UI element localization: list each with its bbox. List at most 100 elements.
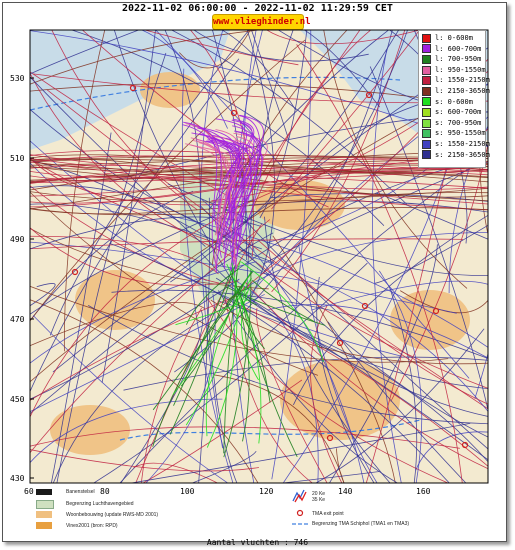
flight-track — [244, 281, 488, 470]
legend-label: l: 2150-3650m — [435, 86, 490, 95]
flight-track — [30, 185, 220, 284]
flight-track — [120, 309, 204, 483]
flight-track — [241, 285, 259, 381]
flight-track — [251, 279, 315, 322]
flight-track — [30, 398, 223, 464]
map-legend: Banenstelsel Begrenzing Luchthavengebied… — [30, 486, 490, 536]
legend-label: l: 950-1550m — [435, 65, 486, 74]
flight-track — [30, 140, 207, 282]
tma-exit-label: TMA exit point — [312, 511, 344, 517]
airport-area-swatch — [36, 500, 54, 509]
flight-track — [30, 30, 263, 85]
flight-track — [259, 30, 308, 219]
flight-track — [237, 252, 488, 413]
flight-track — [169, 265, 236, 435]
flight-track — [223, 142, 258, 262]
flight-track — [173, 268, 233, 406]
legend-label: s: 950-1550m — [435, 129, 486, 138]
flight-track — [185, 123, 223, 273]
flight-track — [142, 379, 303, 483]
flight-track — [30, 283, 56, 307]
tma-border — [119, 419, 421, 441]
flight-track — [179, 30, 251, 69]
flight-track — [234, 290, 250, 442]
legend-swatch — [422, 76, 431, 86]
legend-item: l: 600-700m — [422, 44, 483, 55]
runway-label: Banenstelsel — [66, 489, 95, 495]
legend-label: s: 1550-2150m — [435, 139, 490, 148]
y-tick-label: 490 — [10, 235, 25, 244]
flight-track — [174, 30, 393, 373]
flight-track — [271, 30, 420, 210]
flight-track — [52, 303, 231, 483]
flight-track — [268, 304, 488, 359]
legend-swatch — [422, 65, 431, 75]
flight-track — [30, 235, 219, 275]
flight-track — [172, 277, 252, 395]
flight-track — [311, 280, 488, 311]
flight-track — [111, 289, 488, 359]
flight-track — [279, 471, 380, 483]
flight-track — [30, 299, 259, 483]
flight-track — [200, 30, 224, 449]
y-tick-label: 430 — [10, 474, 25, 483]
flight-track — [328, 244, 438, 483]
flight-track — [207, 139, 240, 220]
tma-exit-point — [326, 434, 334, 442]
flight-track — [30, 227, 239, 286]
legend-swatch — [422, 86, 431, 96]
flight-track — [327, 321, 467, 483]
tma-exit-point — [361, 302, 369, 310]
legend-swatch — [422, 139, 431, 149]
tma-exit-point — [365, 91, 373, 99]
legend-item: s: 600-700m — [422, 107, 483, 118]
legend-item: s: 2150-3650m — [422, 150, 490, 161]
x-tick-label: 160 — [416, 487, 431, 496]
y-tick-label: 530 — [10, 74, 25, 83]
flight-track — [293, 214, 488, 406]
legend-item: l: 1550-2150m — [422, 75, 490, 86]
time-range-title: 2022-11-02 06:00:00 - 2022-11-02 11:29:5… — [122, 3, 393, 14]
legend-item: s: 0-600m — [422, 97, 483, 108]
flight-track — [193, 30, 369, 62]
flight-track — [30, 449, 259, 472]
frame-border — [2, 2, 507, 542]
ke-35-label: 35 Ke — [312, 497, 326, 503]
x-tick-label: 120 — [259, 487, 274, 496]
flight-track — [223, 269, 252, 458]
x-tick-label: 60 — [24, 487, 34, 496]
flight-track — [185, 143, 232, 232]
flight-track — [212, 135, 244, 233]
legend-swatch — [422, 54, 431, 64]
tma-exit-icon — [296, 509, 304, 517]
flight-track — [191, 450, 257, 483]
flight-track — [296, 44, 463, 483]
flight-track — [336, 448, 345, 483]
runway-swatch — [36, 489, 52, 495]
flight-track — [234, 279, 319, 483]
legend-label: l: 700-950m — [435, 55, 482, 64]
flight-track — [215, 142, 256, 250]
tma-border-label: Begrenzing TMA Schiphol (TMA1 en TMA3) — [312, 521, 410, 527]
flight-track — [113, 30, 234, 282]
legend-label: l: 0-600m — [435, 34, 473, 42]
flight-track — [46, 89, 488, 410]
flight-track — [223, 272, 238, 454]
flight-track — [51, 30, 198, 211]
flight-track — [185, 287, 247, 426]
legend-swatch — [422, 107, 431, 117]
legend-label: l: 600-700m — [435, 44, 482, 53]
flight-track — [30, 162, 402, 357]
flight-track — [217, 300, 488, 463]
flight-track — [214, 119, 253, 226]
x-tick-label: 100 — [180, 487, 195, 496]
ke-contour-icon — [292, 489, 307, 503]
legend-item: l: 0-600m — [422, 33, 483, 44]
flight-track — [183, 121, 222, 258]
flight-track — [215, 118, 248, 212]
y-tick-label: 470 — [10, 315, 25, 324]
flight-track — [215, 122, 255, 273]
flight-track — [87, 305, 488, 425]
flight-track — [231, 276, 271, 403]
flight-track — [30, 301, 206, 347]
